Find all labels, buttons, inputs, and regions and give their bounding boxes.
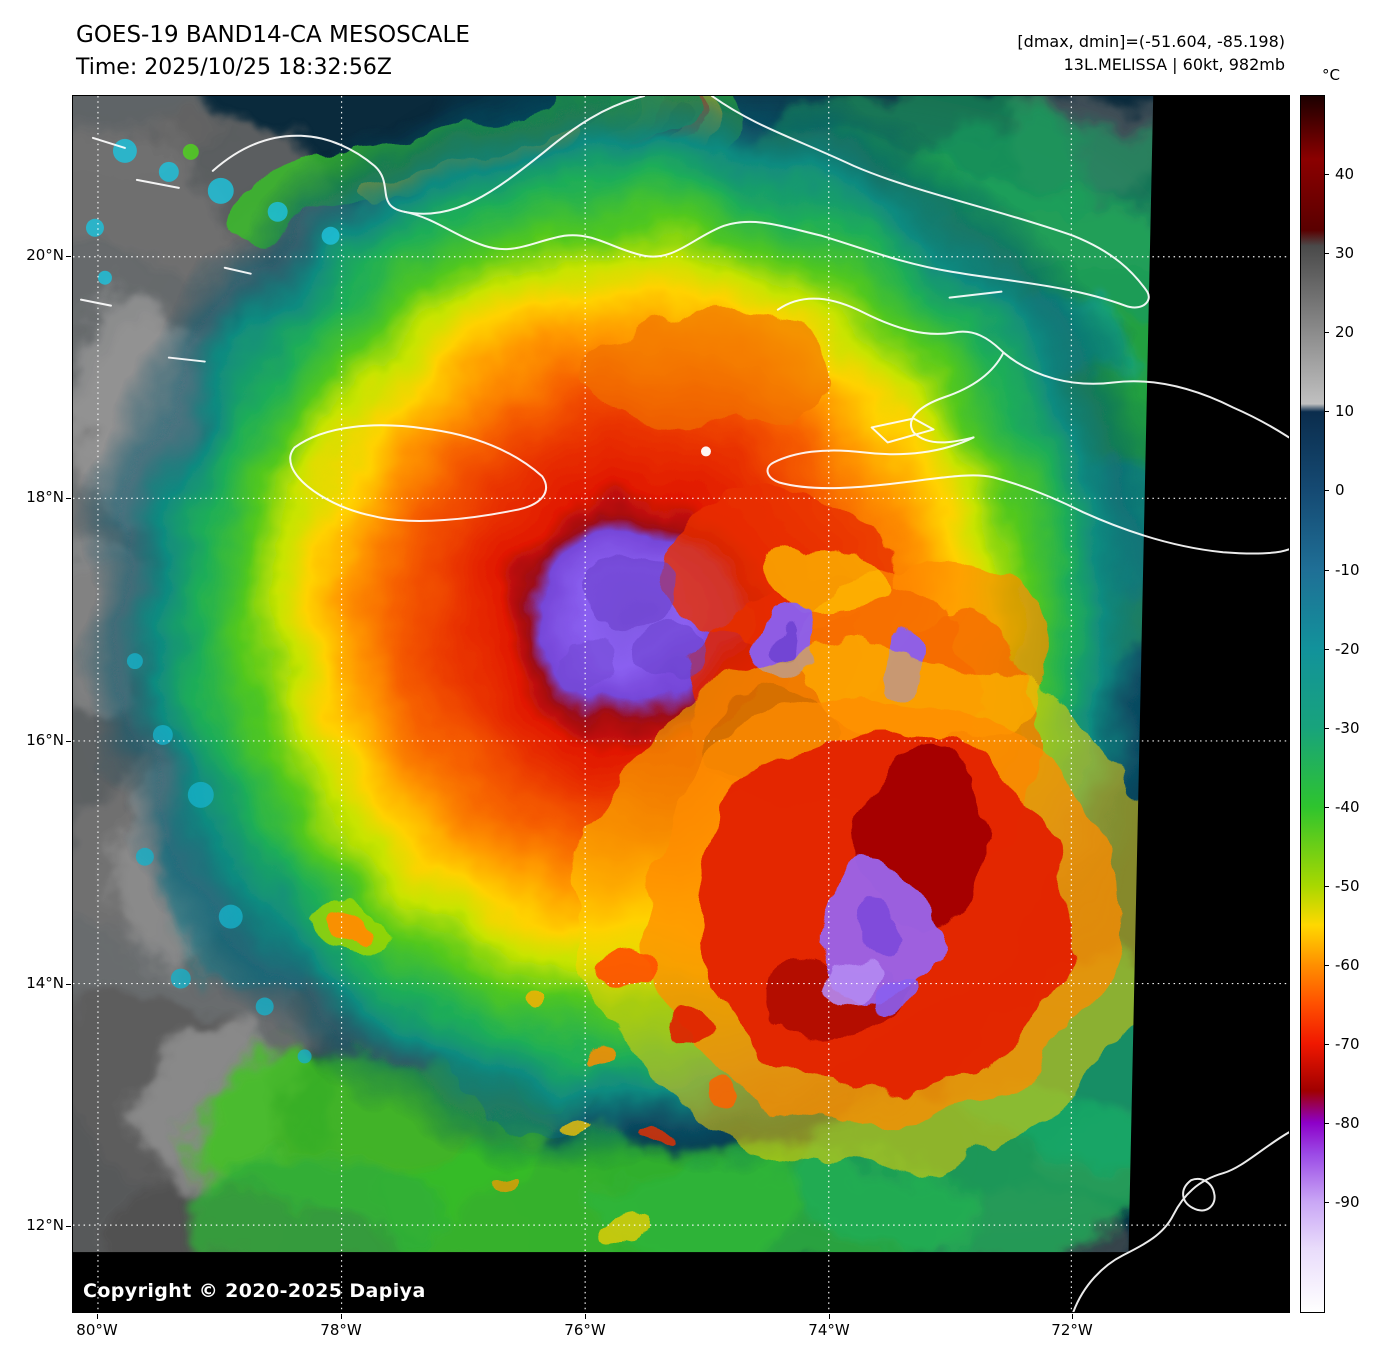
southeast-convection xyxy=(580,645,1164,1169)
colorbar-tick-label: -60 xyxy=(1335,956,1360,974)
colorbar-tick-mark xyxy=(1325,885,1329,887)
colorbar-tick-label: 20 xyxy=(1335,323,1355,342)
header-info: [dmax, dmin]=(-51.604, -85.198) 13L.MELI… xyxy=(1017,30,1285,76)
lat-tick-label: 18°N xyxy=(26,488,64,506)
lon-tick-label: 74°W xyxy=(808,1321,850,1339)
colorbar-tick-label: -80 xyxy=(1335,1114,1360,1133)
lat-tick-label: 14°N xyxy=(26,974,64,992)
lat-tick-mark xyxy=(66,256,71,257)
colorbar-tick-label: -30 xyxy=(1335,718,1360,737)
scan-edge-black xyxy=(1127,96,1289,1312)
colorbar-tick-label: -90 xyxy=(1335,1193,1360,1212)
satellite-map: Copyright © 2020-2025 Dapiya xyxy=(72,95,1290,1313)
lon-tick-mark xyxy=(341,1314,342,1319)
lat-tick-mark xyxy=(66,1226,71,1227)
colorbar-tick-mark xyxy=(1325,569,1329,571)
colorbar-gradient xyxy=(1300,95,1325,1313)
colorbar-tick-mark xyxy=(1325,332,1329,334)
colorbar-tick-label: 40 xyxy=(1335,165,1355,184)
coastline-cays xyxy=(79,136,252,363)
lat-tick-label: 16°N xyxy=(26,731,64,749)
colorbar-tick-mark xyxy=(1325,253,1329,255)
colorbar-tick-mark xyxy=(1325,806,1329,808)
colorbar-tick-mark xyxy=(1325,727,1329,729)
colorbar-ticks: 40 30 20 10 0 -10 -20 -30 -40 -50 -60 -70 -80 -90 xyxy=(1325,95,1389,1313)
lat-tick-mark xyxy=(66,741,71,742)
lon-tick-mark xyxy=(97,1314,98,1319)
dmax-dmin-readout: [dmax, dmin]=(-51.604, -85.198) xyxy=(1017,32,1285,51)
satellite-imagery xyxy=(73,96,1289,1312)
colorbar-tick-mark xyxy=(1325,648,1329,650)
colorbar-tick-mark xyxy=(1325,411,1329,413)
colorbar-tick-mark xyxy=(1325,1123,1329,1125)
lon-tick-label: 80°W xyxy=(76,1321,118,1339)
colorbar-tick-label: 0 xyxy=(1335,481,1345,500)
colorbar-tick-label: 10 xyxy=(1335,402,1355,421)
storm-info: 13L.MELISSA | 60kt, 982mb xyxy=(1063,55,1285,74)
coastline-gonave xyxy=(870,417,935,444)
bottom-black-band xyxy=(73,1252,1289,1312)
scattered-cells xyxy=(316,901,745,1247)
coastline-cuba-east xyxy=(403,96,1150,309)
coastline-jamaica xyxy=(289,424,547,522)
colorbar-tick-mark xyxy=(1325,1044,1329,1046)
coastline-south-america xyxy=(1072,1131,1289,1312)
lon-tick-label: 78°W xyxy=(320,1321,362,1339)
colorbar-tick-mark xyxy=(1325,965,1329,966)
coastline-hispaniola-south xyxy=(766,436,1289,555)
page-title: GOES-19 BAND14-CA MESOSCALE xyxy=(76,22,470,48)
cold-speckles xyxy=(85,138,340,1064)
coastline-guajira-lagoon xyxy=(1182,1178,1216,1212)
lon-tick-label: 72°W xyxy=(1051,1321,1093,1339)
colorbar-tick-label: -10 xyxy=(1335,560,1360,579)
lat-tick-mark xyxy=(66,984,71,985)
coastlines xyxy=(79,96,1289,1312)
coastline-hispaniola-north xyxy=(776,297,1289,439)
colorbar-tick-label: 30 xyxy=(1335,244,1355,263)
lat-tick-label: 12°N xyxy=(26,1216,64,1234)
colorbar-tick-label: -40 xyxy=(1335,797,1360,816)
colorbar-unit-label: °C xyxy=(1322,66,1340,84)
coastline-tortuga xyxy=(948,290,1003,299)
copyright-text: Copyright © 2020-2025 Dapiya xyxy=(83,1280,426,1302)
colorbar-tick-mark xyxy=(1325,490,1329,492)
lon-tick-mark xyxy=(829,1314,830,1319)
lat-tick-label: 20°N xyxy=(26,246,64,264)
colorbar-tick-mark xyxy=(1325,1202,1329,1204)
colorbar-tick-label: -50 xyxy=(1335,876,1360,895)
lat-tick-mark xyxy=(66,498,71,499)
overshoot-white-dot xyxy=(700,446,711,457)
colorbar-tick-mark xyxy=(1325,174,1329,176)
image-timestamp: Time: 2025/10/25 18:32:56Z xyxy=(76,55,392,80)
lon-tick-mark xyxy=(1072,1314,1073,1319)
colorbar-tick-label: -20 xyxy=(1335,639,1360,658)
lon-tick-label: 76°W xyxy=(564,1321,606,1339)
lon-tick-mark xyxy=(585,1314,586,1319)
colorbar-tick-label: -70 xyxy=(1335,1035,1360,1054)
coastline-haiti-claw xyxy=(910,351,1005,444)
